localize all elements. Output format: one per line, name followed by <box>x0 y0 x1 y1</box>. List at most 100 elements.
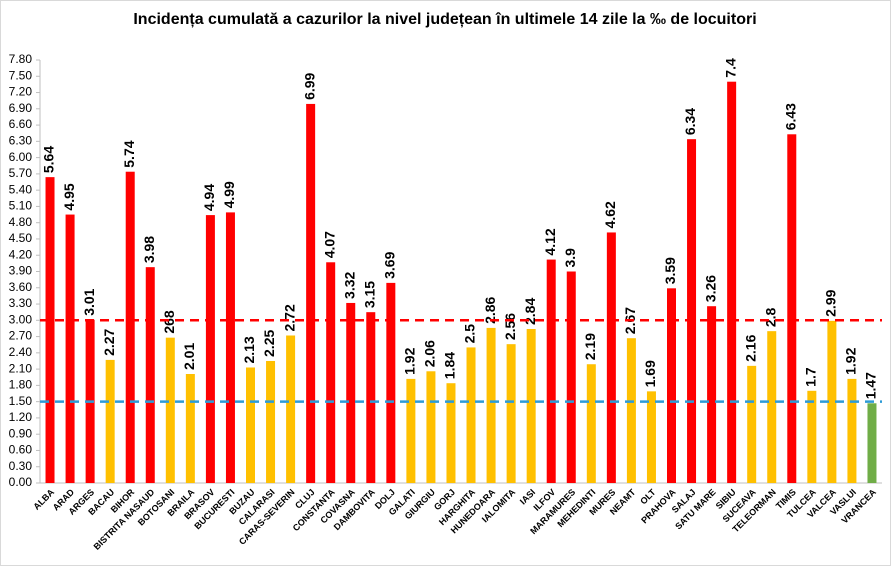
y-tick-label: 3.60 <box>9 280 33 294</box>
bar <box>586 364 596 483</box>
value-label: 2.72 <box>281 304 297 331</box>
value-label: 1.92 <box>843 347 859 374</box>
y-tick-label: 3.90 <box>9 264 33 278</box>
bar <box>566 271 576 483</box>
bar <box>185 373 195 483</box>
value-label: 3.15 <box>361 281 377 308</box>
bar <box>687 139 697 483</box>
value-label: 4.12 <box>542 228 558 255</box>
value-label: 1.69 <box>642 360 658 387</box>
bar <box>45 177 55 483</box>
bar <box>827 320 837 483</box>
value-label: 2.01 <box>181 343 197 370</box>
y-tick-label: 2.40 <box>9 345 33 359</box>
bar <box>626 338 636 483</box>
y-tick-label: 7.50 <box>9 68 33 82</box>
bar <box>707 306 717 483</box>
bar <box>406 378 416 483</box>
bar <box>747 365 757 483</box>
bar <box>787 134 797 484</box>
y-tick-label: 5.70 <box>9 166 33 180</box>
y-tick-label: 4.50 <box>9 231 33 245</box>
value-label: 6.34 <box>682 108 698 135</box>
value-label: 2.5 <box>462 324 478 344</box>
y-tick-label: 4.20 <box>9 247 33 261</box>
value-label: 4.62 <box>602 201 618 228</box>
value-label: 4.95 <box>61 183 77 210</box>
bar <box>65 214 75 484</box>
value-label: 1.84 <box>442 352 458 379</box>
value-label: 268 <box>161 310 177 334</box>
value-label: 1.47 <box>863 372 879 399</box>
bar <box>125 171 135 483</box>
y-tick-label: 5.10 <box>9 199 33 213</box>
value-label: 2.27 <box>101 328 117 355</box>
value-label: 2.16 <box>742 334 758 361</box>
value-label: 2.25 <box>261 330 277 357</box>
bar <box>246 367 255 483</box>
y-tick-label: 3.00 <box>9 312 33 326</box>
bar <box>466 347 476 483</box>
bar <box>286 335 296 483</box>
y-tick-label: 6.00 <box>9 150 33 164</box>
value-label: 1.7 <box>803 367 819 387</box>
bar <box>526 328 536 483</box>
bar <box>306 103 316 483</box>
value-label: 3.9 <box>562 248 578 268</box>
value-label: 3.69 <box>382 251 398 278</box>
bar <box>446 383 456 483</box>
bar <box>346 302 356 483</box>
bar <box>646 391 656 483</box>
chart-title: Incidența cumulată a cazurilor la nivel … <box>133 11 756 28</box>
y-tick-label: 0.00 <box>9 475 33 489</box>
bar <box>105 359 115 483</box>
value-label: 3.01 <box>81 288 97 315</box>
bar <box>386 282 396 483</box>
value-label: 3.98 <box>141 236 157 263</box>
value-label: 2.84 <box>522 298 538 325</box>
y-tick-label: 0.60 <box>9 443 33 457</box>
y-tick-label: 6.30 <box>9 134 33 148</box>
value-label: 2.13 <box>241 336 257 363</box>
bar <box>727 81 737 483</box>
y-tick-label: 1.80 <box>9 378 33 392</box>
y-tick-label: 2.70 <box>9 329 33 343</box>
y-tick-label: 1.50 <box>9 394 33 408</box>
bar <box>426 371 436 483</box>
value-label: 2.8 <box>762 307 778 327</box>
bar <box>205 215 215 483</box>
y-tick-label: 7.20 <box>9 85 33 99</box>
y-tick-label: 4.80 <box>9 215 33 229</box>
value-label: 4.99 <box>221 181 237 208</box>
value-label: 6.43 <box>782 103 798 130</box>
bar <box>366 312 376 483</box>
value-label: 4.07 <box>321 231 337 258</box>
value-label: 3.59 <box>662 257 678 284</box>
y-tick-label: 6.60 <box>9 117 33 131</box>
y-tick-label: 7.80 <box>9 52 33 66</box>
y-tick-label: 3.30 <box>9 296 33 310</box>
bar <box>807 390 817 483</box>
value-label: 4.94 <box>201 184 217 211</box>
value-label: 3.32 <box>341 271 357 298</box>
value-label: 3.26 <box>702 275 718 302</box>
y-tick-label: 0.90 <box>9 426 33 440</box>
bar <box>165 337 175 483</box>
y-tick-label: 0.30 <box>9 459 33 473</box>
y-tick-label: 5.40 <box>9 182 33 196</box>
bar <box>606 232 616 483</box>
value-label: 2.86 <box>482 296 498 323</box>
value-label: 2.06 <box>422 340 438 367</box>
bar <box>867 403 877 483</box>
bar <box>767 331 777 483</box>
bar <box>506 344 516 483</box>
bar <box>667 288 676 483</box>
value-label: 5.74 <box>121 140 137 167</box>
bar <box>486 327 496 483</box>
y-tick-label: 2.10 <box>9 361 33 375</box>
value-label: 5.64 <box>41 146 57 173</box>
bar <box>546 259 556 483</box>
value-label: 7.4 <box>722 58 738 78</box>
bar <box>225 212 235 483</box>
bar <box>266 360 276 483</box>
